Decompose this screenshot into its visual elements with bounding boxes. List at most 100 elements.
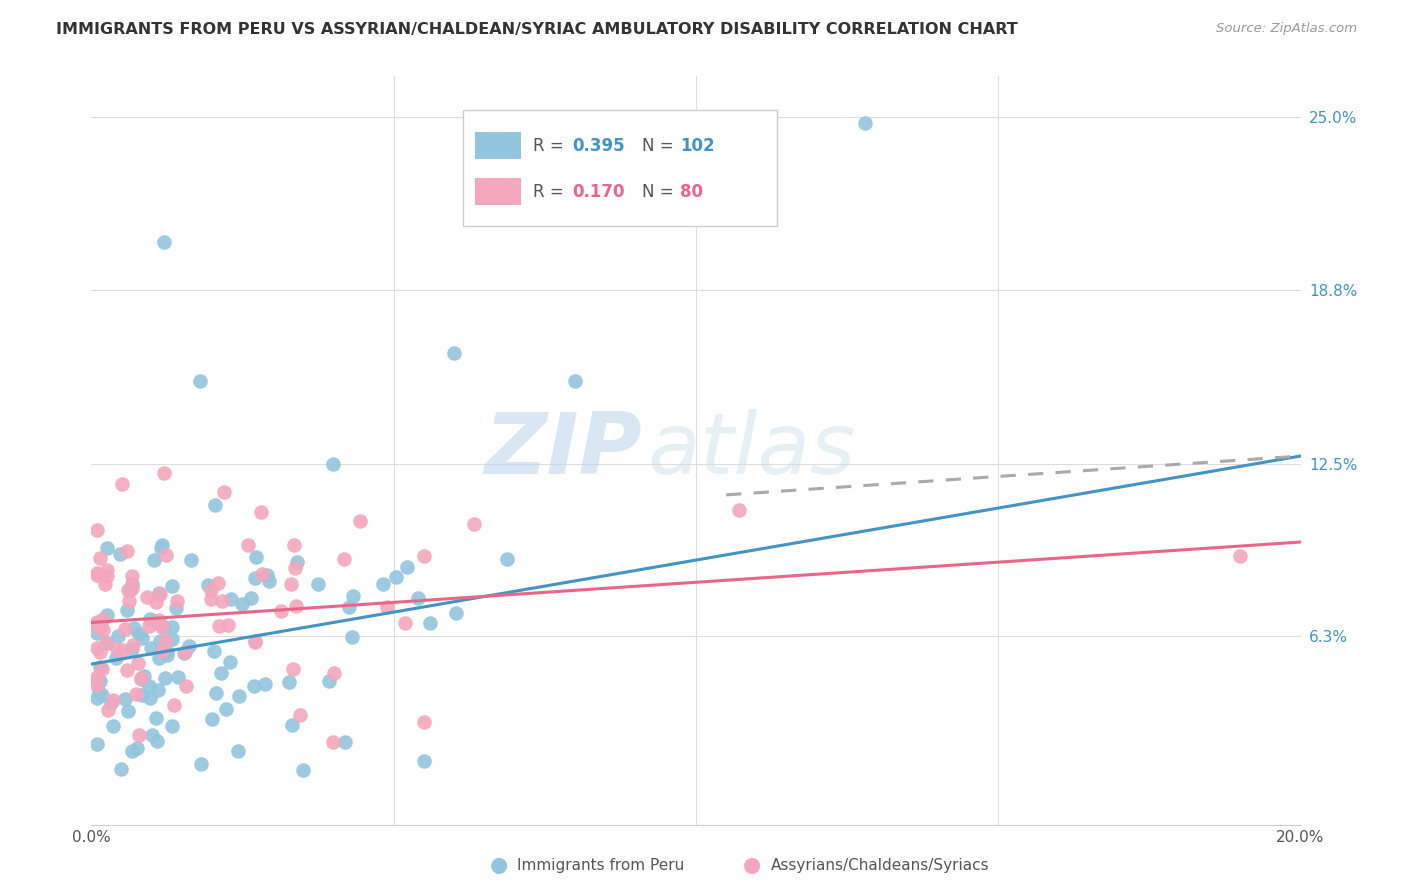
FancyBboxPatch shape	[475, 132, 520, 159]
Point	[396, 560, 419, 574]
Point	[86, 566, 108, 581]
Point	[1229, 549, 1251, 563]
Point	[419, 615, 441, 630]
Point	[127, 656, 149, 670]
Point	[413, 754, 436, 768]
Point	[318, 673, 340, 688]
Point	[105, 651, 128, 665]
Point	[174, 679, 197, 693]
Text: 80: 80	[681, 183, 703, 201]
Point	[125, 687, 148, 701]
Point	[204, 498, 226, 512]
Point	[93, 576, 115, 591]
Point	[138, 690, 160, 705]
Point	[111, 476, 132, 491]
Point	[139, 641, 162, 656]
Point	[146, 734, 169, 748]
Point	[149, 541, 172, 555]
Point	[375, 600, 398, 615]
Point	[153, 466, 176, 480]
Point	[96, 569, 118, 583]
Point	[138, 611, 160, 625]
Text: ●: ●	[491, 855, 508, 875]
Text: 102: 102	[681, 136, 714, 154]
Point	[94, 635, 117, 649]
Point	[231, 597, 253, 611]
Point	[156, 645, 179, 659]
Point	[117, 704, 139, 718]
Point	[257, 574, 280, 588]
Point	[179, 640, 201, 654]
Point	[853, 116, 876, 130]
Text: ZIP: ZIP	[484, 409, 641, 492]
Point	[145, 595, 167, 609]
Point	[283, 538, 305, 552]
Point	[256, 568, 278, 582]
Point	[288, 707, 311, 722]
Point	[413, 549, 436, 563]
Point	[332, 552, 354, 566]
Text: atlas: atlas	[648, 409, 856, 492]
Point	[155, 549, 177, 563]
Point	[202, 644, 225, 658]
Text: 0.395: 0.395	[572, 136, 626, 154]
Point	[86, 524, 108, 538]
Point	[564, 374, 586, 388]
Point	[150, 620, 173, 634]
Point	[90, 620, 112, 634]
Point	[117, 582, 139, 597]
Point	[96, 608, 118, 623]
Point	[160, 632, 183, 646]
Point	[335, 735, 357, 749]
Point	[97, 703, 120, 717]
Point	[86, 690, 108, 705]
Text: N =: N =	[641, 136, 679, 154]
Point	[112, 642, 135, 657]
Point	[148, 613, 170, 627]
Point	[114, 692, 136, 706]
Point	[278, 674, 301, 689]
Point	[118, 594, 141, 608]
Text: Immigrants from Peru: Immigrants from Peru	[517, 858, 685, 872]
Point	[107, 629, 129, 643]
Point	[337, 599, 360, 614]
Point	[120, 582, 142, 597]
Point	[148, 651, 170, 665]
Point	[163, 698, 186, 713]
Point	[135, 590, 157, 604]
Point	[148, 585, 170, 599]
Point	[121, 568, 143, 582]
Point	[322, 666, 344, 681]
Point	[215, 702, 238, 716]
Point	[200, 582, 222, 597]
Point	[87, 684, 110, 698]
Text: R =: R =	[533, 183, 569, 201]
Point	[394, 615, 416, 630]
Point	[281, 662, 304, 676]
Point	[131, 631, 153, 645]
Point	[200, 592, 222, 607]
Text: IMMIGRANTS FROM PERU VS ASSYRIAN/CHALDEAN/SYRIAC AMBULATORY DISABILITY CORRELATI: IMMIGRANTS FROM PERU VS ASSYRIAN/CHALDEA…	[56, 22, 1018, 37]
Text: Assyrians/Chaldeans/Syriacs: Assyrians/Chaldeans/Syriacs	[770, 858, 988, 872]
Point	[146, 615, 169, 630]
Point	[214, 485, 236, 500]
Point	[188, 374, 211, 388]
Point	[155, 634, 177, 648]
Point	[156, 648, 179, 662]
Text: Source: ZipAtlas.com: Source: ZipAtlas.com	[1216, 22, 1357, 36]
Point	[349, 514, 371, 528]
Point	[249, 504, 271, 518]
Point	[292, 763, 315, 777]
Point	[253, 677, 276, 691]
Point	[270, 603, 292, 617]
Point	[238, 538, 260, 552]
Point	[153, 671, 176, 685]
Point	[242, 679, 264, 693]
Point	[103, 693, 125, 707]
Point	[217, 617, 239, 632]
Point	[228, 689, 250, 703]
Point	[86, 618, 108, 632]
Point	[122, 621, 145, 635]
Point	[110, 762, 132, 776]
Point	[114, 622, 136, 636]
